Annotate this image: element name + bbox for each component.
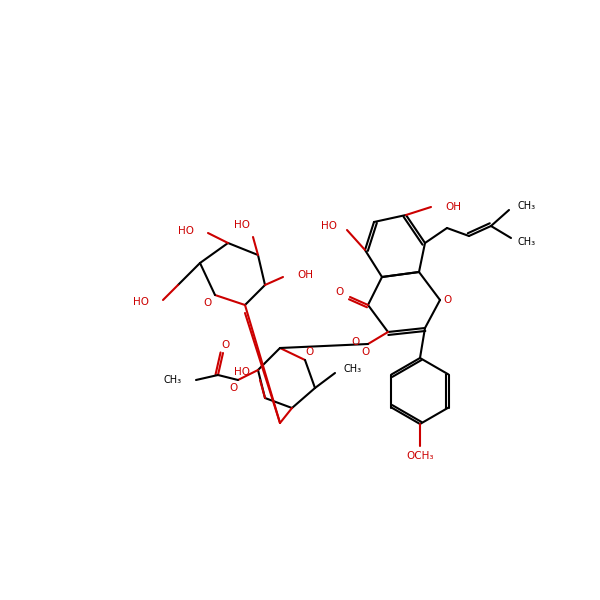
- Text: O: O: [336, 287, 344, 297]
- Text: OCH₃: OCH₃: [406, 451, 434, 461]
- Text: CH₃: CH₃: [343, 364, 361, 374]
- Text: O: O: [362, 347, 370, 357]
- Text: O: O: [203, 298, 211, 308]
- Text: HO: HO: [234, 220, 250, 230]
- Text: HO: HO: [321, 221, 337, 231]
- Text: OH: OH: [445, 202, 461, 212]
- Text: CH₃: CH₃: [517, 237, 535, 247]
- Text: O: O: [221, 340, 229, 350]
- Text: CH₃: CH₃: [164, 375, 182, 385]
- Text: OH: OH: [297, 270, 313, 280]
- Text: CH₃: CH₃: [517, 201, 535, 211]
- Text: O: O: [444, 295, 452, 305]
- Text: HO: HO: [133, 297, 149, 307]
- Text: O: O: [229, 383, 237, 393]
- Text: O: O: [306, 347, 314, 357]
- Text: HO: HO: [178, 226, 194, 236]
- Text: HO: HO: [234, 367, 250, 377]
- Text: O: O: [352, 337, 360, 347]
